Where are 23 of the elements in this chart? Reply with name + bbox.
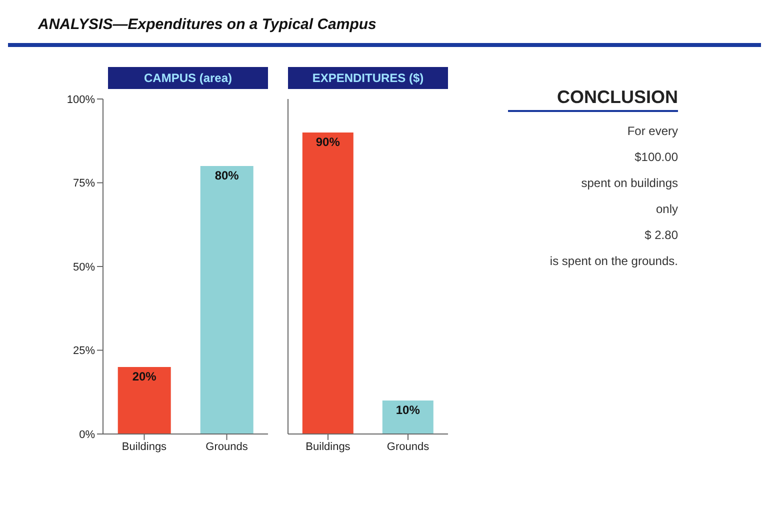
chart-title: ANALYSIS—Expenditures on a Typical Campus [8,8,761,47]
data-label: 20% [132,370,157,384]
y-tick-label: 100% [66,94,96,106]
chart-subtitle: EXPENDITURES ($) [288,67,448,89]
text: CONCLUSION [508,87,678,112]
x-tick-label: Grounds [386,440,430,453]
text: is spent on the grounds. [548,254,678,268]
text: spent on buildings [580,176,678,190]
x-tick-label: Buildings [306,440,351,453]
y-tick-label: 50% [72,261,96,274]
text: $100.00 [634,150,678,164]
text: $ 2.80 [644,228,678,242]
data-label: 80% [214,168,240,183]
x-tick-label: Grounds [206,440,248,453]
y-tick-label: 25% [72,345,96,358]
data-label: 10% [396,403,420,418]
data-label: 90% [316,135,340,150]
y-tick-label: 0% [79,428,96,441]
x-tick-label: Buildings [122,440,168,453]
text: For every [626,124,678,138]
y-tick-label: 75% [72,178,96,190]
text: only [654,202,678,216]
chart-subtitle: CAMPUS (area) [108,67,268,89]
